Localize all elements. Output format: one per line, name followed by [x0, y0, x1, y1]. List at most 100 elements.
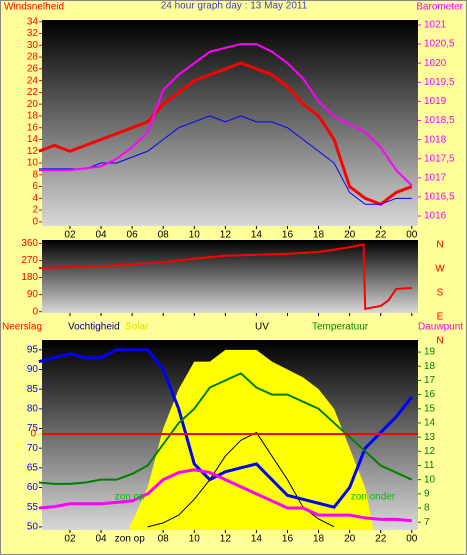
y2-tick-label: 19	[424, 347, 436, 358]
legend-label: Temperatuur	[312, 322, 369, 333]
y-tick-label: 270	[21, 255, 38, 266]
rain-label: Neerslag	[2, 322, 42, 333]
y-tick-label: 10	[27, 158, 39, 169]
series-line	[38, 372, 413, 485]
y-tick-label: 12	[27, 146, 39, 157]
y-tick-label: 75	[27, 423, 39, 434]
y-tick-label: 85	[27, 384, 39, 395]
y-tick-label: 22	[27, 87, 39, 98]
series-line	[38, 468, 412, 523]
y2-tick-label: 7	[424, 517, 430, 528]
y2-tick-label: 10	[424, 474, 436, 485]
y-tick-label: 0	[32, 217, 38, 228]
y2-tick-label: 1016	[424, 211, 447, 222]
x-tick-label: 22	[375, 230, 387, 241]
y2-tick-label: 1016,5	[424, 192, 455, 203]
y2-tick-label: 8	[424, 503, 430, 514]
y-tick-label: 18	[27, 111, 39, 122]
x-tick-label: 18	[313, 534, 325, 545]
x-tick-label: 14	[251, 534, 263, 545]
x-tick-label: 14	[251, 230, 263, 241]
y2-tick-label: 1017,5	[424, 153, 455, 164]
x-tick-label: 00	[406, 534, 418, 545]
y2-axis-label: Barometer	[416, 2, 463, 13]
legend-label: Solar	[125, 322, 149, 333]
series-line	[38, 243, 412, 311]
plot-area	[42, 240, 418, 313]
y-tick-label: 26	[27, 63, 39, 74]
y2-tick-label: 9	[424, 488, 430, 499]
direction-label: W	[435, 264, 445, 275]
y-tick-label: 90	[27, 364, 39, 375]
rain-tick-label: 0	[30, 429, 36, 440]
series-line	[38, 43, 413, 187]
y-tick-label: 20	[27, 99, 39, 110]
y2-tick-label: 12	[424, 446, 436, 457]
y-tick-label: 70	[27, 443, 39, 454]
y2-tick-label: 1020	[424, 58, 447, 69]
x-tick-label: 16	[282, 534, 294, 545]
y-tick-label: 50	[27, 521, 39, 532]
x-tick-label: 04	[95, 534, 107, 545]
x-tick-label: 06	[127, 230, 139, 241]
y-tick-label: 14	[27, 134, 39, 145]
y-tick-label: 90	[27, 289, 39, 300]
direction-label: S	[437, 288, 444, 299]
x-tick-label: 16	[282, 230, 294, 241]
y2-tick-label: 17	[424, 375, 436, 386]
y-tick-label: 2	[32, 205, 38, 216]
series-line	[38, 115, 412, 205]
x-tick-label: 18	[313, 230, 325, 241]
title: 24 hour graph day : 13 May 2011	[161, 1, 308, 12]
x-tick-label: 10	[189, 534, 201, 545]
y-tick-label: 6	[32, 181, 38, 192]
y2-tick-label: 1020,5	[424, 39, 455, 50]
y-tick-label: 80	[27, 403, 39, 414]
direction-label: E	[437, 312, 444, 323]
annotation: zon op	[115, 492, 145, 503]
x-tick-label: 20	[344, 230, 356, 241]
x-tick-label: 00	[406, 230, 418, 241]
y2-tick-label: 1021	[424, 20, 447, 31]
y-tick-label: 30	[27, 40, 39, 51]
y2-tick-label: 13	[424, 432, 436, 443]
y-tick-label: 34	[27, 16, 39, 27]
y-tick-label: 4	[32, 193, 38, 204]
legend-label: UV	[255, 322, 269, 333]
axis-annotation: zon op	[115, 534, 145, 545]
y-tick-label: 28	[27, 52, 39, 63]
direction-label: N	[436, 336, 443, 347]
solar-area	[129, 349, 373, 530]
x-tick-label: 08	[158, 534, 170, 545]
legend-label: Dauwpunt	[418, 322, 463, 333]
y2-tick-label: 18	[424, 361, 436, 372]
x-tick-label: 12	[220, 230, 232, 241]
y-tick-label: 0	[32, 306, 38, 317]
legend-label: Vochtigheid	[68, 322, 120, 333]
y-tick-label: 180	[21, 272, 38, 283]
series-line	[38, 348, 413, 509]
y-tick-label: 95	[27, 344, 39, 355]
y-tick-label: 55	[27, 502, 39, 513]
y2-tick-label: 1017	[424, 172, 447, 183]
direction-label: N	[436, 240, 443, 251]
y2-tick-label: 1018,5	[424, 115, 455, 126]
x-tick-label: 02	[64, 230, 76, 241]
y2-tick-label: 1018	[424, 134, 447, 145]
y-tick-label: 60	[27, 482, 39, 493]
x-tick-label: 22	[375, 534, 387, 545]
y2-tick-label: 1019	[424, 96, 447, 107]
y-tick-label: 360	[21, 238, 38, 249]
series-line	[38, 61, 413, 206]
y-tick-label: 32	[27, 28, 39, 39]
y2-tick-label: 11	[424, 460, 435, 471]
y-tick-label: 24	[27, 75, 39, 86]
y-tick-label: 65	[27, 462, 39, 473]
y-axis-label: Windsnelheid	[4, 2, 64, 13]
y2-tick-label: 15	[424, 403, 436, 414]
y2-tick-label: 1019,5	[424, 77, 455, 88]
x-tick-label: 12	[220, 534, 232, 545]
x-tick-label: 10	[189, 230, 201, 241]
y2-tick-label: 14	[424, 418, 436, 429]
